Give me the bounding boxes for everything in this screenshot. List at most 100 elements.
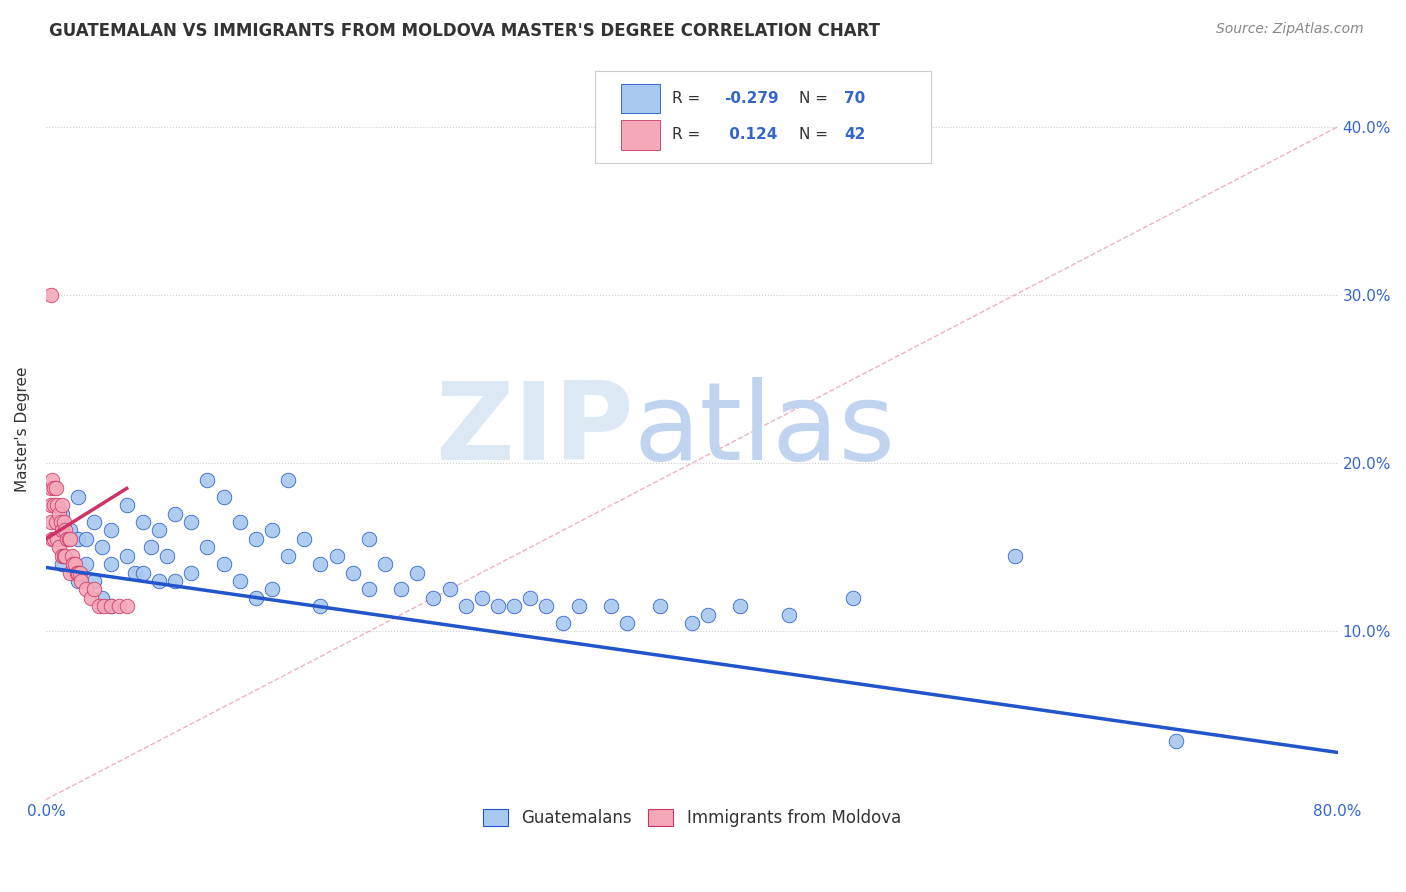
Point: [75, 582, 97, 597]
Text: N =: N =: [799, 91, 832, 106]
Point: [342, 566, 364, 580]
Point: [48, 507, 70, 521]
Point: [41, 532, 63, 546]
Point: [83, 574, 105, 588]
Point: [212, 490, 235, 504]
Point: [568, 599, 591, 614]
Point: [46, 498, 69, 512]
Point: [228, 515, 250, 529]
Point: [67, 532, 90, 546]
Text: -0.279: -0.279: [724, 91, 779, 106]
Point: [165, 507, 187, 521]
Point: [778, 607, 800, 622]
Point: [45, 515, 67, 529]
Point: [42, 498, 65, 512]
Point: [180, 515, 202, 529]
Point: [212, 557, 235, 571]
Point: [107, 599, 129, 614]
Point: [471, 591, 494, 605]
Point: [48, 541, 70, 555]
Point: [83, 515, 105, 529]
Point: [58, 532, 80, 546]
Point: [197, 541, 219, 555]
Point: [245, 591, 267, 605]
Point: [100, 524, 122, 538]
Point: [83, 582, 105, 597]
Point: [439, 582, 461, 597]
Point: [292, 532, 315, 546]
Point: [115, 549, 138, 563]
Point: [389, 582, 412, 597]
Point: [52, 549, 75, 563]
FancyBboxPatch shape: [595, 70, 931, 163]
Point: [70, 574, 93, 588]
Point: [39, 482, 62, 496]
Point: [728, 599, 751, 614]
Point: [374, 557, 396, 571]
Point: [91, 541, 114, 555]
Point: [503, 599, 526, 614]
Point: [115, 498, 138, 512]
Point: [49, 515, 72, 529]
Text: 0.124: 0.124: [724, 128, 778, 143]
Point: [60, 549, 83, 563]
Point: [648, 599, 671, 614]
Point: [100, 557, 122, 571]
Point: [52, 515, 75, 529]
Point: [132, 566, 155, 580]
Point: [260, 582, 283, 597]
Point: [197, 473, 219, 487]
Point: [53, 549, 76, 563]
Point: [42, 482, 65, 496]
Point: [42, 532, 65, 546]
Point: [51, 498, 73, 512]
Point: [93, 599, 115, 614]
Text: atlas: atlas: [634, 376, 896, 483]
Text: N =: N =: [799, 128, 832, 143]
Point: [124, 566, 146, 580]
Y-axis label: Master's Degree: Master's Degree: [15, 367, 30, 492]
Point: [53, 524, 76, 538]
Point: [1004, 549, 1026, 563]
Point: [245, 532, 267, 546]
Point: [1166, 733, 1188, 747]
Point: [69, 566, 91, 580]
Point: [156, 549, 179, 563]
Point: [325, 549, 347, 563]
Point: [519, 591, 541, 605]
Point: [75, 557, 97, 571]
Point: [75, 532, 97, 546]
Point: [454, 599, 477, 614]
Point: [41, 473, 63, 487]
Point: [536, 599, 558, 614]
Point: [277, 549, 299, 563]
Point: [681, 615, 703, 630]
Point: [180, 566, 202, 580]
Point: [422, 591, 444, 605]
Legend: Guatemalans, Immigrants from Moldova: Guatemalans, Immigrants from Moldova: [474, 801, 910, 836]
Point: [309, 599, 332, 614]
Point: [51, 524, 73, 538]
Point: [51, 507, 73, 521]
Point: [46, 532, 69, 546]
Point: [600, 599, 623, 614]
Point: [66, 566, 89, 580]
Point: [551, 615, 574, 630]
Text: 70: 70: [844, 91, 866, 106]
Point: [89, 599, 111, 614]
Point: [616, 615, 638, 630]
Text: 42: 42: [844, 128, 866, 143]
Point: [486, 599, 509, 614]
Point: [39, 288, 62, 302]
Point: [45, 482, 67, 496]
Point: [80, 591, 103, 605]
Point: [67, 574, 90, 588]
Point: [67, 490, 90, 504]
Bar: [621, 84, 659, 113]
Point: [56, 532, 79, 546]
Text: R =: R =: [672, 91, 706, 106]
Point: [39, 515, 62, 529]
Point: [697, 607, 720, 622]
Point: [148, 524, 170, 538]
Point: [277, 473, 299, 487]
